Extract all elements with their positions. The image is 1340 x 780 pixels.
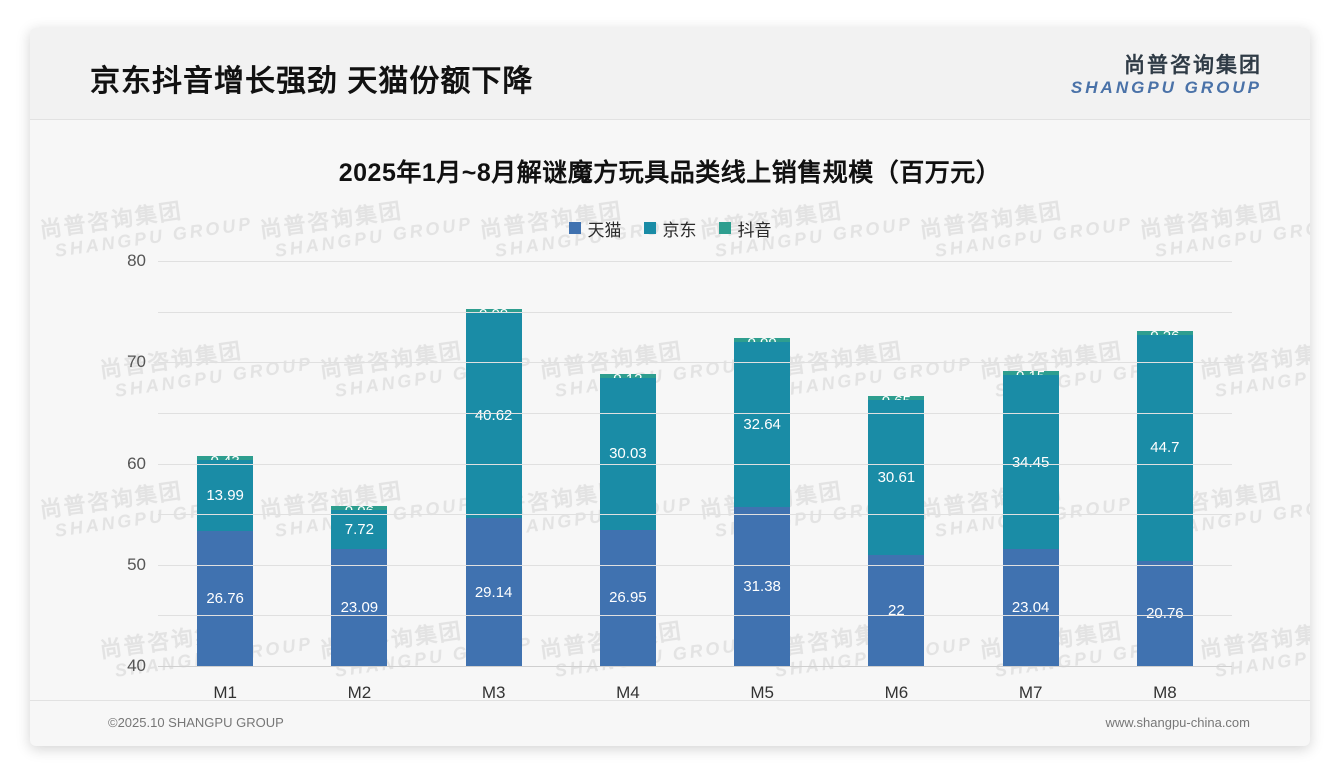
legend-label: 抖音 [737,220,772,240]
footer-copyright: ©2025.10 SHANGPU GROUP [108,715,284,730]
gridline: 70 [127,311,1232,371]
bar-value-label: 22 [888,601,905,619]
bar-segment-京东[interactable]: 44.7 [1136,334,1193,561]
stacked-bar[interactable]: 0.2644.720.76 [1136,328,1193,666]
bar-value-label: 31.38 [743,578,781,596]
bar-segment-京东[interactable]: 7.72 [331,510,388,550]
brand-logo-cn: 尚普咨询集团 [1124,54,1262,77]
bar-segment-天猫[interactable]: 22 [868,554,925,666]
gridline: 80 [127,251,1232,270]
bar-value-label: 13.99 [206,486,244,504]
chart-title: 2025年1月~8月解谜魔方玩具品类线上销售规模（百万元） [338,159,1002,187]
bar-value-label: 44.7 [1150,439,1180,457]
page-title: 京东抖音增长强劲 天猫份额下降 [90,65,534,98]
x-axis-label-M6: M6 [884,683,909,702]
bar-segment-京东[interactable]: 13.99 [197,459,254,531]
x-axis-label-M5: M5 [750,683,774,702]
bar-segment-京东[interactable]: 30.03 [599,377,656,530]
bar-segment-京东[interactable]: 34.45 [1002,374,1059,550]
gridline: 50 [127,412,1232,574]
slide-card: 京东抖音增长强劲 天猫份额下降 尚普咨询集团 SHANGPU GROUP 202… [30,28,1310,746]
y-axis-tick: 40 [127,656,146,675]
legend-item-2[interactable]: 抖音 [718,216,772,241]
bar-value-label: 26.76 [206,589,244,607]
gridline: 0 [158,666,1232,667]
bar-value-label: 26.95 [609,589,647,607]
gridline: 30 [158,514,1232,516]
bar-value-label: 29.14 [474,583,513,601]
legend-item-1[interactable]: 京东 [643,216,697,241]
y-axis-tick: 60 [127,453,146,473]
y-axis-tick: 70 [127,352,146,372]
legend-swatch-icon [568,222,581,234]
bar-value-label: 32.64 [743,416,781,434]
bar-value-label: 34.45 [1011,453,1050,471]
bar-value-label: 23.04 [1011,599,1050,617]
legend-swatch-icon [718,222,731,234]
bar-value-label: 7.72 [344,521,374,539]
legend-label: 天猫 [587,220,622,240]
header-bar: 京东抖音增长强劲 天猫份额下降 尚普咨询集团 SHANGPU GROUP [30,28,1310,120]
legend-label: 京东 [662,220,697,240]
y-axis-tick: 80 [127,251,146,270]
bar-segment-天猫[interactable]: 23.09 [331,549,388,666]
gridline: 10 [158,615,1232,617]
brand-logo-en: SHANGPU GROUP [1070,78,1262,98]
legend-swatch-icon [643,222,656,234]
legend-item-0[interactable]: 天猫 [568,216,622,241]
gridline: 40 [127,463,1232,675]
bar-slot-M8: 0.2644.720.76 [1098,261,1232,666]
gridline: 60 [127,362,1232,473]
footer-bar: ©2025.10 SHANGPU GROUP www.shangpu-china… [30,700,1310,746]
bar-value-label: 23.09 [340,599,379,617]
footer-website: www.shangpu-china.com [1105,715,1250,730]
bar-segment-京东[interactable]: 40.62 [465,312,522,519]
bar-segment-天猫[interactable]: 26.95 [599,529,656,666]
chart-legend: 天猫 京东 抖音 [30,213,1310,243]
bar-value-label: 40.62 [474,407,513,425]
x-axis-label-M1: M1 [213,683,237,702]
gridline: 20 [158,564,1232,566]
x-axis-label-M3: M3 [481,683,506,702]
bar-segment-天猫[interactable]: 29.14 [465,518,522,666]
bar-segment-京东[interactable]: 32.64 [734,341,791,508]
bar-value-label: 30.03 [609,445,647,463]
bar-value-label: 20.76 [1146,604,1184,622]
bar-segment-天猫[interactable]: 31.38 [734,507,791,666]
x-axis-label-M8: M8 [1153,683,1177,702]
brand-logo: 尚普咨询集团 SHANGPU GROUP [1071,54,1262,99]
bar-segment-天猫[interactable]: 23.04 [1002,549,1059,666]
x-axis-label-M2: M2 [347,683,372,702]
bar-group: 0.4313.9926.760.067.7223.090.0940.6229.1… [158,261,1232,666]
bar-segment-天猫[interactable]: 20.76 [1136,560,1193,666]
bar-segment-天猫[interactable]: 26.76 [197,530,254,666]
y-axis-tick: 50 [127,554,146,574]
x-axis-label-M7: M7 [1018,683,1043,702]
x-axis-label-M4: M4 [616,683,640,702]
x-axis-labels: M1 M2 M3 M4 M5 M6 M7 M8 [158,683,1232,703]
plot-canvas: 0.4313.9926.760.067.7223.090.0940.6229.1… [127,251,1232,675]
bar-segment-京东[interactable]: 30.61 [868,399,925,555]
bar-value-label: 30.61 [877,468,916,486]
